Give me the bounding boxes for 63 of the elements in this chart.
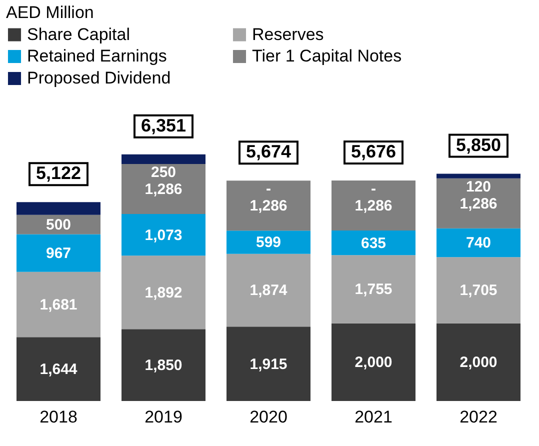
bar <box>332 230 416 256</box>
bar <box>436 178 520 228</box>
bar <box>332 180 416 230</box>
x-tick-label: 2018 <box>40 408 78 426</box>
bar <box>332 323 416 401</box>
data-label: 120 <box>466 178 492 196</box>
data-label: 967 <box>46 245 72 262</box>
total-label: 6,351 <box>140 115 186 136</box>
legend-label: Retained Earnings <box>27 46 167 66</box>
bar <box>16 234 100 272</box>
bar <box>122 164 206 214</box>
total-label: 5,676 <box>350 142 396 162</box>
legend-label: Share Capital <box>27 24 130 44</box>
bar <box>332 255 416 324</box>
legend-label: Tier 1 Capital Notes <box>252 46 402 66</box>
bar <box>16 337 100 401</box>
legend-label: Proposed Dividend <box>27 68 171 88</box>
chart-title: AED Million <box>6 3 94 22</box>
data-label: 1,286 <box>354 198 392 215</box>
bar <box>436 323 520 401</box>
bar <box>122 256 206 330</box>
data-label: 1,681 <box>40 296 78 314</box>
x-tick-label: 2021 <box>354 408 392 426</box>
data-label: 1,073 <box>144 226 182 244</box>
data-label: 1,286 <box>144 181 182 198</box>
data-label: 1,705 <box>460 282 498 300</box>
total-label: 5,850 <box>456 134 502 155</box>
data-label: 500 <box>46 216 72 234</box>
data-label: 1,874 <box>250 282 288 300</box>
bar <box>16 214 100 234</box>
bar <box>226 254 310 327</box>
bar <box>226 326 310 401</box>
bar <box>436 257 520 324</box>
data-label: 635 <box>360 234 386 252</box>
bar <box>226 230 310 254</box>
data-label: 250 <box>150 164 176 182</box>
data-label: - <box>371 180 376 198</box>
data-label: 1,915 <box>250 356 288 373</box>
bar <box>16 202 100 215</box>
data-label: 1,850 <box>144 357 182 374</box>
legend-label: Reserves <box>252 24 324 44</box>
bar <box>122 329 206 401</box>
bar <box>122 154 206 164</box>
bar <box>226 180 310 231</box>
x-tick-label: 2020 <box>250 408 288 426</box>
bar <box>436 228 520 258</box>
data-label: - <box>266 180 271 198</box>
data-label: 740 <box>466 234 492 252</box>
total-label: 5,122 <box>36 163 82 184</box>
data-label: 599 <box>256 234 282 252</box>
bar <box>16 272 100 338</box>
total-label: 5,674 <box>246 142 292 162</box>
bar <box>122 214 206 256</box>
x-tick-label: 2019 <box>144 408 182 426</box>
data-label: 1,644 <box>40 361 78 378</box>
data-label: 1,286 <box>250 198 288 215</box>
data-label: 1,286 <box>460 195 498 212</box>
data-label: 1,892 <box>144 284 182 302</box>
bar <box>436 174 520 178</box>
x-tick-label: 2022 <box>460 408 498 426</box>
data-label: 1,755 <box>354 281 392 298</box>
data-label: 2,000 <box>354 354 392 372</box>
data-label: 2,000 <box>460 354 498 372</box>
